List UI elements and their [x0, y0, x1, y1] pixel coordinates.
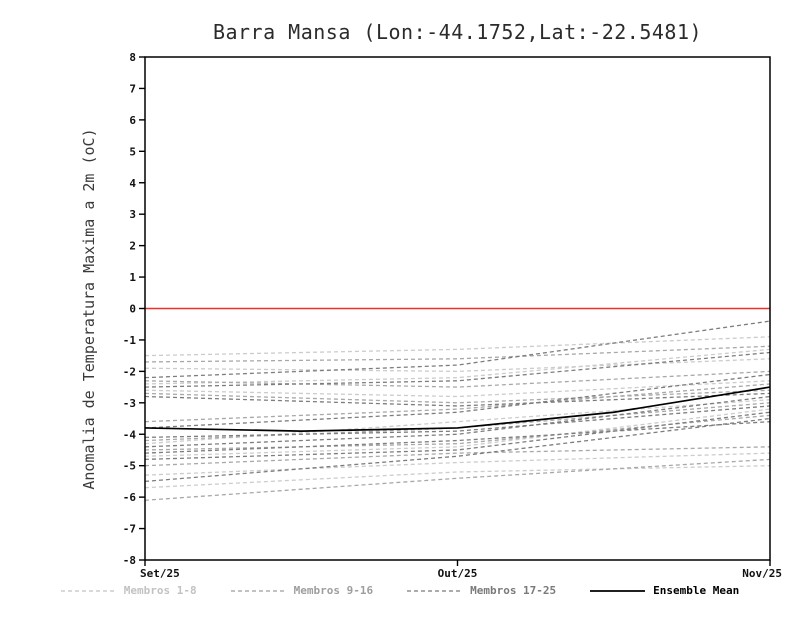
y-tick-label: 2	[129, 240, 136, 253]
y-tick-label: -8	[123, 554, 136, 567]
ensemble-line-chart: 8 7 6 5 4 3 2 1 0 -1 -2 -3 -4 -5 -6 -7 -8 Set/25 Out/25 Nov…	[123, 51, 782, 580]
legend-line-sample	[230, 589, 286, 592]
ensemble-member-line	[144, 465, 771, 489]
ensemble-member-line	[144, 389, 771, 404]
legend-label: Membros 9-16	[293, 584, 374, 597]
ensemble-member-line	[144, 358, 771, 373]
y-tick-label: -7	[123, 523, 136, 536]
ensemble-member-line	[144, 452, 771, 476]
y-tick-label: -1	[123, 334, 137, 347]
legend-item-membros-1-8: Membros 1-8	[60, 584, 197, 597]
ensemble-member-line	[144, 351, 771, 388]
y-tick-label: 0	[129, 303, 136, 316]
ensemble-member-line	[144, 405, 771, 439]
y-tick-label: -4	[123, 428, 137, 441]
y-tick-label: -3	[123, 397, 136, 410]
ensemble-member-line	[144, 380, 771, 398]
legend-item-membros-17-25: Membros 17-25	[407, 584, 556, 597]
legend-line-sample	[407, 589, 463, 592]
chart-legend: Membros 1-8 Membros 9-16 Membros 17-25 E…	[0, 584, 800, 597]
ensemble-member-line	[144, 336, 771, 357]
y-tick-label: 6	[129, 114, 136, 127]
ensemble-member-line	[144, 421, 771, 454]
legend-line-sample	[60, 589, 116, 592]
ensemble-member-line	[144, 458, 771, 501]
y-tick-label: 4	[129, 177, 136, 190]
y-tick-label: -6	[123, 491, 137, 504]
x-tick-label: Out/25	[438, 567, 478, 580]
x-tick-label: Nov/25	[742, 567, 782, 580]
legend-item-ensemble-mean: Ensemble Mean	[590, 584, 739, 597]
ensemble-member-line	[144, 383, 771, 423]
legend-label: Ensemble Mean	[653, 584, 740, 597]
y-tick-label: -2	[123, 365, 136, 378]
legend-label: Membros 1-8	[123, 584, 197, 597]
x-tick-label: Set/25	[140, 567, 180, 580]
y-tick-label: 1	[129, 271, 136, 284]
ensemble-mean-line	[144, 386, 771, 432]
legend-line-sample	[590, 589, 646, 592]
ensemble-member-line	[144, 348, 771, 385]
ensemble-member-line	[144, 392, 771, 407]
ensemble-member-line	[144, 402, 771, 442]
ensemble-member-line	[144, 370, 771, 388]
chart-title: Barra Mansa (Lon:-44.1752,Lat:-22.5481)	[212, 20, 703, 44]
ensemble-member-line	[144, 345, 771, 363]
ensemble-member-line	[144, 446, 771, 467]
y-tick-label: 5	[129, 145, 136, 158]
legend-label: Membros 17-25	[470, 584, 557, 597]
ensemble-member-line	[144, 395, 771, 448]
y-tick-label: 3	[129, 208, 136, 221]
ensemble-member-line	[144, 414, 771, 451]
y-tick-label: 7	[129, 82, 136, 95]
y-tick-label: -5	[123, 460, 136, 473]
y-tick-label: 8	[129, 51, 136, 64]
legend-item-membros-9-16: Membros 9-16	[230, 584, 374, 597]
